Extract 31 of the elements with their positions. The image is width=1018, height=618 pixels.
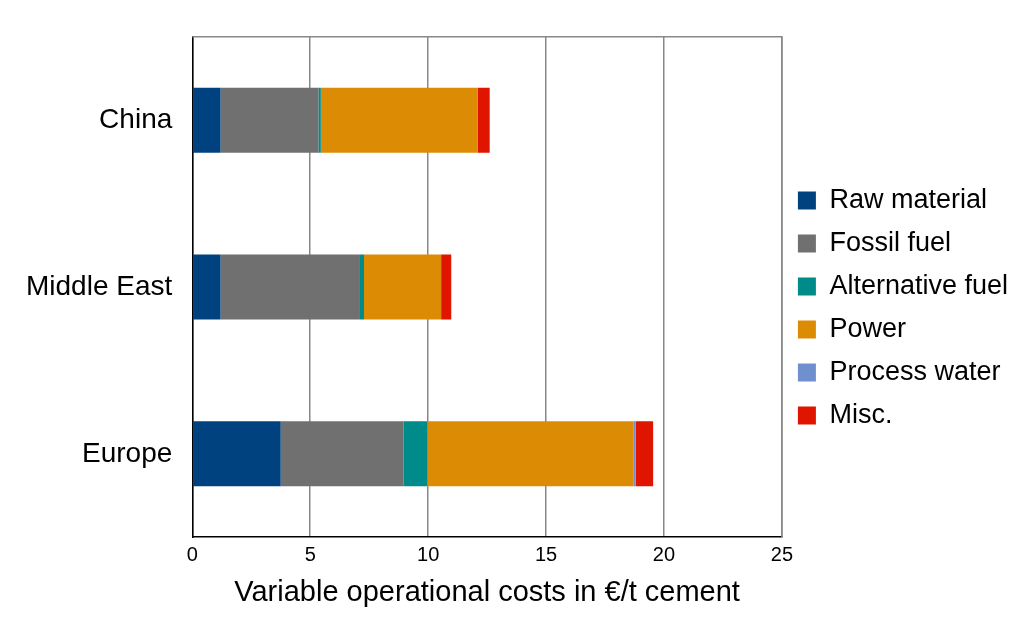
bar	[318, 87, 321, 153]
legend-label: Raw material	[829, 183, 987, 214]
legend-label: Process water	[829, 355, 1001, 386]
y-tick-label: Middle East	[25, 269, 173, 301]
bar	[477, 87, 490, 153]
bar	[320, 87, 478, 153]
legend-label: Misc.	[829, 398, 893, 429]
legend-label: Fossil fuel	[829, 226, 951, 257]
x-axis-title: Variable operational costs in €/t cement	[234, 574, 740, 607]
x-tick-label: 25	[770, 542, 794, 565]
bar	[193, 87, 221, 153]
bar	[363, 254, 442, 320]
x-tick-label: 10	[417, 542, 440, 565]
bar	[427, 421, 634, 487]
bar	[359, 254, 364, 320]
legend-label: Alternative fuel	[829, 269, 1009, 300]
bar	[193, 254, 221, 320]
x-tick-label: 15	[534, 542, 558, 565]
legend-label: Power	[829, 312, 906, 343]
bar	[403, 421, 428, 487]
x-tick-label: 20	[652, 542, 676, 565]
bar	[280, 421, 404, 487]
bar	[220, 254, 360, 320]
bar	[220, 87, 319, 153]
bar	[441, 254, 452, 320]
bar	[635, 421, 654, 487]
y-tick-label: China	[99, 102, 173, 134]
x-tick-label: 5	[304, 542, 316, 565]
x-tick-label: 0	[186, 542, 198, 565]
bar	[193, 421, 281, 487]
y-tick-label: Europe	[81, 436, 173, 468]
